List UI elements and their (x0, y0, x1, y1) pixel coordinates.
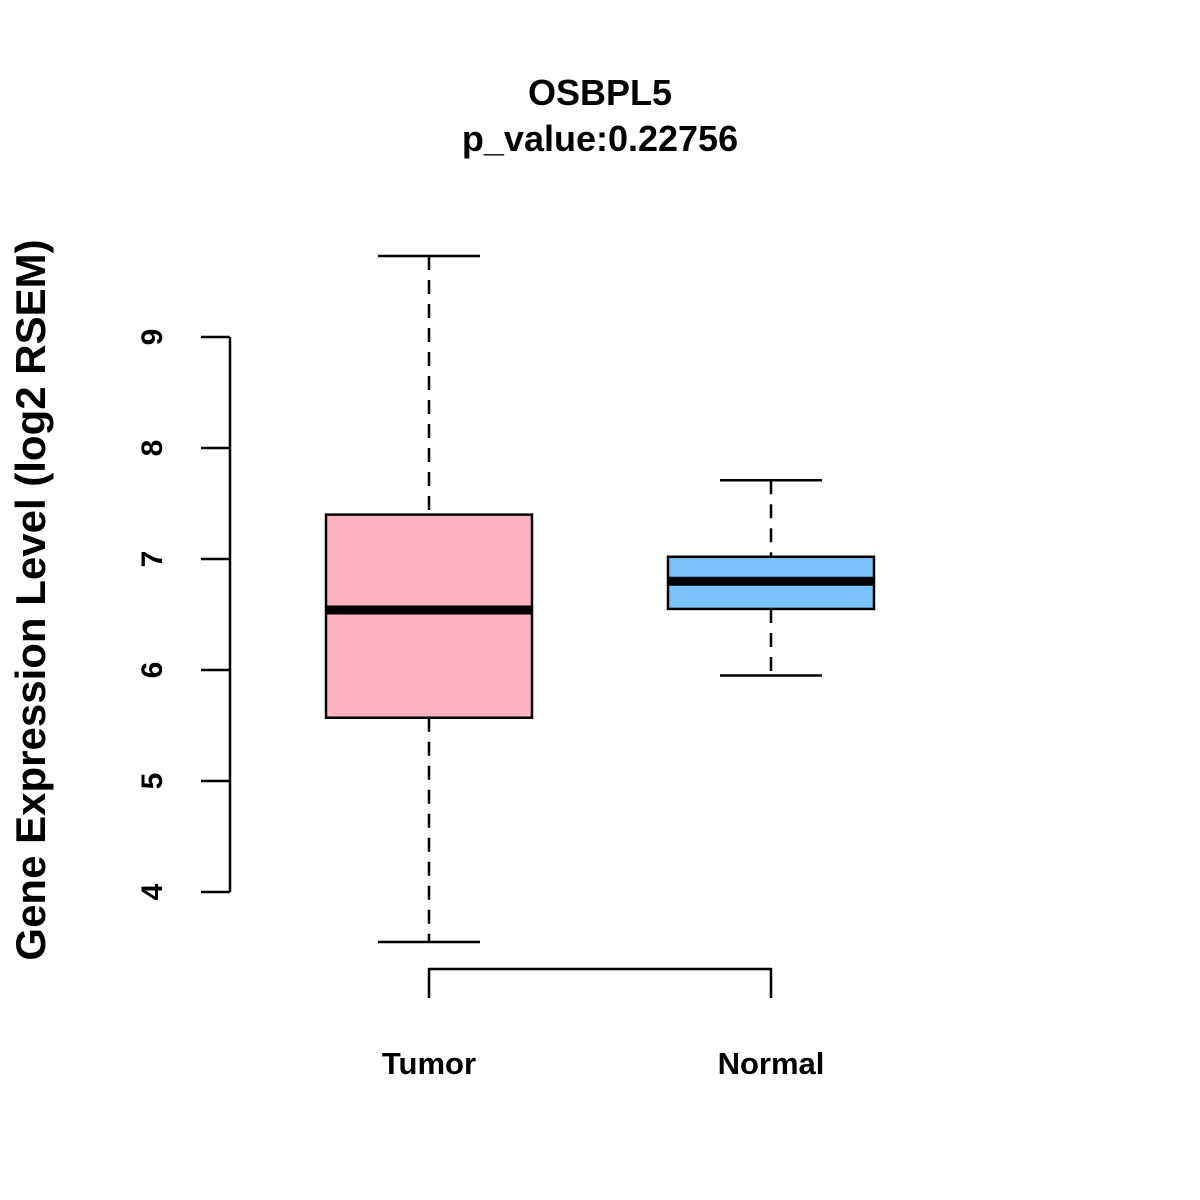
x-label-tumor: Tumor (382, 1046, 476, 1081)
boxes-group (324, 254, 876, 944)
y-tick-label-7: 7 (136, 551, 169, 568)
x-axis-labels: Tumor Normal (382, 1046, 824, 1081)
y-tick-label-9: 9 (136, 329, 169, 346)
y-axis: 4 5 6 7 8 9 (136, 329, 232, 900)
y-tick-label-6: 6 (136, 662, 169, 679)
bracket-line (427, 967, 773, 998)
chart-subtitle: p_value:0.22756 (462, 118, 738, 159)
chart-title: OSBPL5 (528, 72, 672, 113)
tumor-box (324, 513, 534, 719)
y-tick-label-4: 4 (136, 883, 169, 900)
comparison-bracket (427, 967, 773, 998)
y-tick-label-8: 8 (136, 440, 169, 457)
y-axis-label: Gene Expression Level (log2 RSEM) (7, 239, 54, 960)
y-tick-label-5: 5 (136, 773, 169, 790)
x-label-normal: Normal (718, 1046, 825, 1081)
